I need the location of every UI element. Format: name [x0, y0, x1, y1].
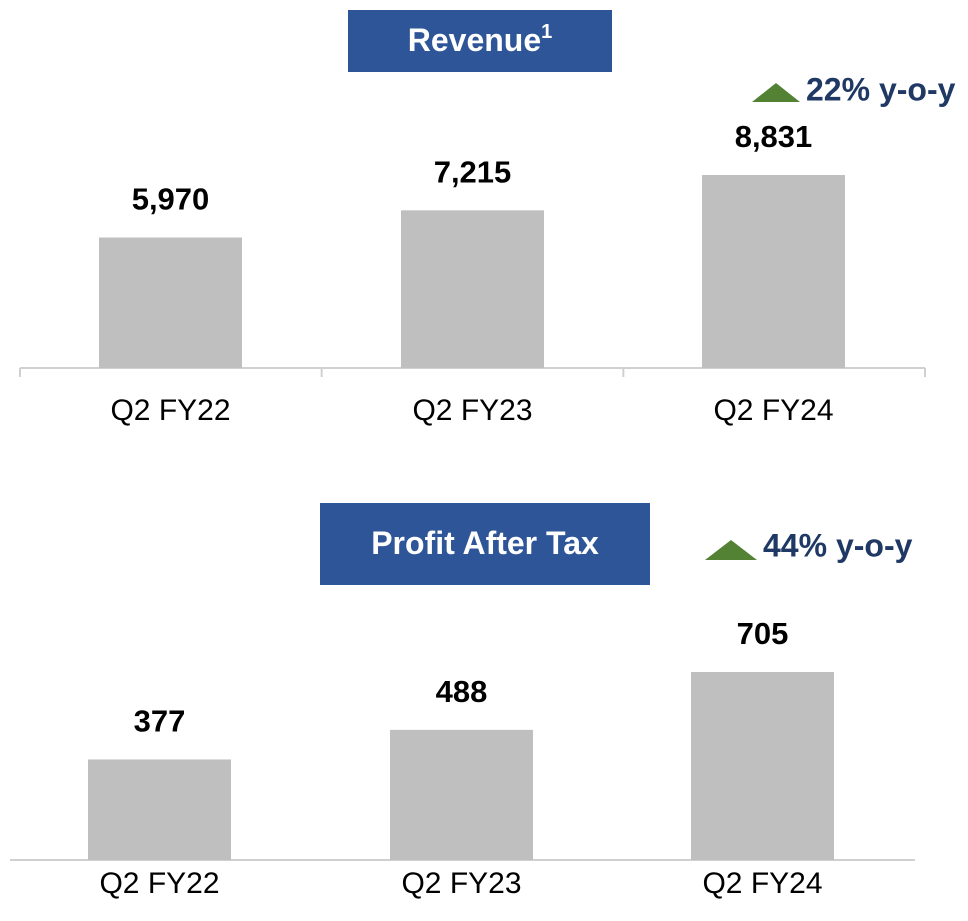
data-label: 8,831: [735, 119, 813, 154]
bar: [99, 237, 242, 368]
data-label: 705: [737, 616, 789, 651]
bar: [702, 175, 845, 368]
x-tick-label: Q2 FY24: [702, 867, 822, 900]
bar: [390, 729, 533, 860]
bar: [691, 672, 834, 860]
chart-title: Profit After Tax: [371, 525, 599, 561]
bar: [88, 759, 231, 860]
chart-title-text: Revenue: [408, 22, 541, 58]
up-triangle: [752, 83, 800, 102]
x-tick-label: Q2 FY22: [99, 867, 219, 900]
x-tick-label: Q2 FY23: [401, 867, 521, 900]
annotation: 22% y-o-y: [806, 71, 956, 107]
x-tick-label: Q2 FY24: [713, 394, 833, 427]
data-label: 5,970: [132, 182, 210, 217]
annotation: 44% y-o-y: [763, 527, 913, 563]
bar: [401, 210, 544, 368]
x-tick-label: Q2 FY23: [412, 394, 532, 427]
data-label: 377: [134, 704, 186, 739]
chart-title-text: Profit After Tax: [371, 525, 599, 561]
data-label: 7,215: [434, 155, 512, 190]
title-box: [320, 503, 650, 585]
title-box: [348, 10, 612, 72]
up-triangle: [705, 540, 757, 560]
title-footnote: 1: [541, 21, 552, 43]
chart-title: Revenue1: [408, 21, 553, 58]
x-tick-label: Q2 FY22: [110, 394, 230, 427]
data-label: 488: [436, 674, 488, 709]
